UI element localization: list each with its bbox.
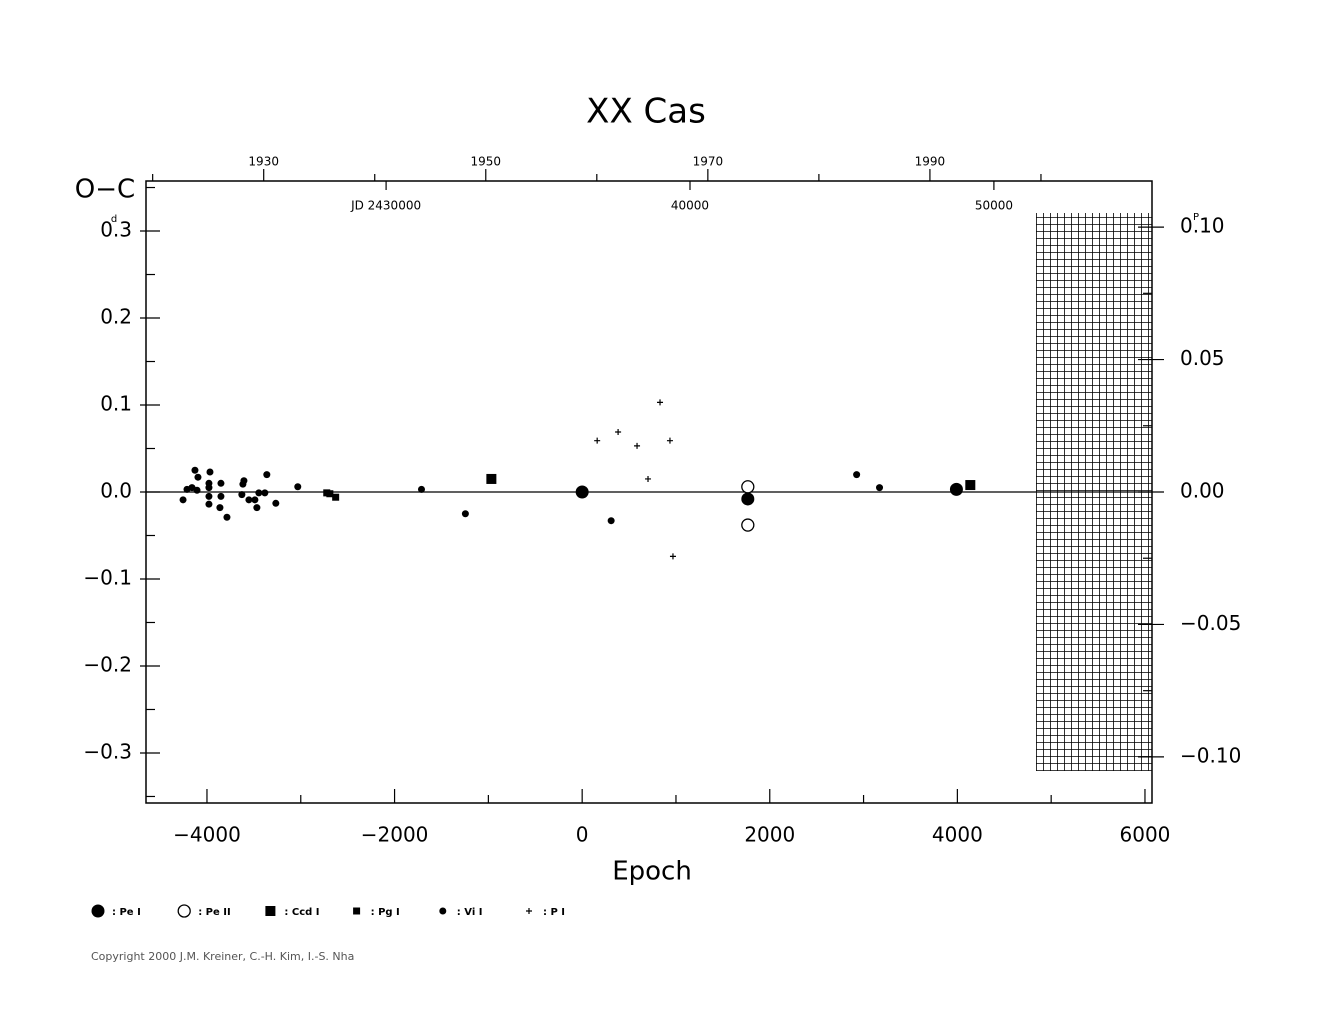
y2-tick-label: −0.05 <box>1180 611 1241 635</box>
y-tick-label: 0.2 <box>100 305 132 329</box>
y-tick-label: −0.3 <box>83 739 132 763</box>
data-point <box>666 437 673 444</box>
legend-marker <box>177 904 191 918</box>
data-point <box>741 480 755 494</box>
year-tick-label: 1990 <box>915 155 946 169</box>
data-point <box>206 468 214 476</box>
data-point <box>253 504 261 512</box>
y-tick-label: 0.1 <box>100 392 132 416</box>
data-point <box>669 553 676 560</box>
data-point <box>255 489 263 497</box>
data-point <box>217 479 225 487</box>
data-point <box>741 492 755 506</box>
data-point <box>949 482 963 496</box>
legend-label: : Pg I <box>371 907 400 918</box>
legend-label: : Pe II <box>198 907 231 918</box>
data-point <box>294 483 302 491</box>
data-point <box>615 428 622 435</box>
x-tick-label: 6000 <box>1120 823 1171 847</box>
data-point <box>965 480 976 491</box>
data-point <box>179 496 187 504</box>
data-point <box>607 517 615 525</box>
legend-marker <box>526 908 532 914</box>
y2-tick-label: 0.05 <box>1180 346 1225 370</box>
x-axis-label: Epoch <box>612 857 692 887</box>
data-point <box>194 473 202 481</box>
chart-title: XX Cas <box>586 92 706 132</box>
data-point <box>205 484 213 492</box>
data-point <box>251 496 259 504</box>
data-point <box>223 513 231 521</box>
year-tick-label: 1930 <box>248 155 279 169</box>
data-point <box>263 471 271 479</box>
x-tick-label: 2000 <box>744 823 795 847</box>
y-unit: d <box>111 214 117 225</box>
data-point <box>332 493 340 501</box>
y2-tick-label: −0.10 <box>1180 743 1241 767</box>
data-point <box>417 485 425 493</box>
y2-tick-label: 0.10 <box>1180 214 1225 238</box>
legend-marker <box>91 904 105 918</box>
legend-marker <box>439 907 447 915</box>
data-point <box>461 510 469 518</box>
data-point <box>326 490 334 498</box>
data-point <box>634 442 641 449</box>
data-point <box>486 473 497 484</box>
data-point <box>575 485 589 499</box>
data-point <box>261 489 269 497</box>
data-point <box>657 399 664 406</box>
legend-label: : Pe I <box>112 907 141 918</box>
data-point <box>217 492 225 500</box>
y2-unit: P <box>1193 212 1199 223</box>
data-point <box>193 486 201 494</box>
data-point <box>205 500 213 508</box>
y-tick-label: −0.1 <box>83 565 132 589</box>
y2-tick-label: 0.00 <box>1180 479 1225 503</box>
legend-label: : P I <box>543 907 565 918</box>
x-tick-label: −4000 <box>173 823 241 847</box>
data-point <box>272 499 280 507</box>
y-tick-label: 0.0 <box>100 479 132 503</box>
jd-tick-label: 50000 <box>975 199 1013 213</box>
x-tick-label: −2000 <box>361 823 429 847</box>
data-point <box>216 504 224 512</box>
year-tick-label: 1950 <box>471 155 502 169</box>
jd-tick-label: JD 2430000 <box>350 199 421 213</box>
data-point <box>645 475 652 482</box>
legend-marker <box>265 906 276 916</box>
jd-tick-label: 40000 <box>671 199 709 213</box>
y-tick-label: −0.2 <box>83 652 132 676</box>
data-point <box>594 437 601 444</box>
copyright: Copyright 2000 J.M. Kreiner, C.-H. Kim, … <box>91 950 354 963</box>
x-tick-label: 0 <box>576 823 589 847</box>
data-point <box>741 518 755 532</box>
data-point <box>876 484 884 492</box>
legend-label: : Ccd I <box>284 907 319 918</box>
x-tick-label: 4000 <box>932 823 983 847</box>
y-tick-label: 0.3 <box>100 218 132 242</box>
legend-label: : Vi I <box>457 907 483 918</box>
legend-marker <box>353 907 361 915</box>
data-point <box>245 496 253 504</box>
data-point <box>191 466 199 474</box>
y-axis-label: O−C <box>75 175 135 205</box>
year-tick-label: 1970 <box>693 155 724 169</box>
data-point <box>853 471 861 479</box>
data-point <box>238 491 246 499</box>
data-point <box>205 492 213 500</box>
data-point <box>240 477 248 485</box>
